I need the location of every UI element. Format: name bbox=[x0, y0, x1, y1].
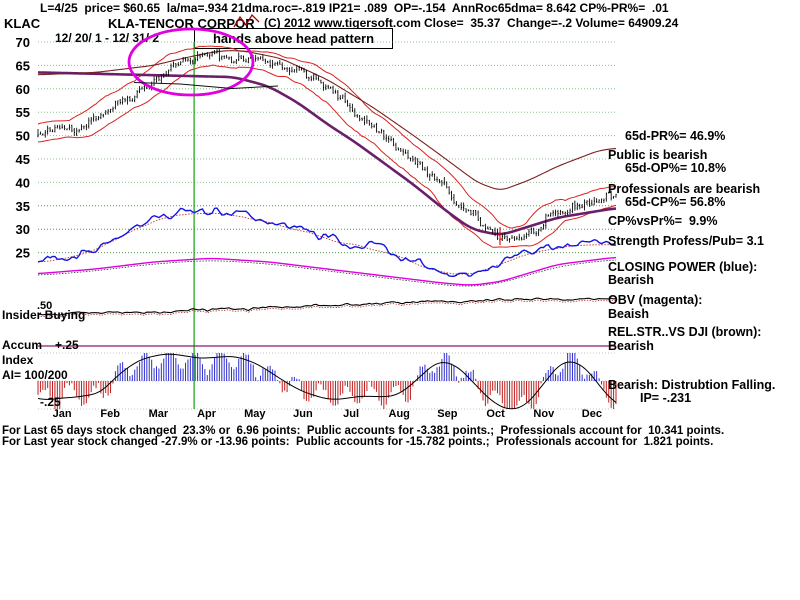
svg-text:60: 60 bbox=[16, 82, 30, 97]
svg-text:Jan: Jan bbox=[53, 408, 72, 420]
svg-text:Aug: Aug bbox=[389, 408, 410, 420]
svg-text:40: 40 bbox=[16, 175, 30, 190]
svg-text:Jul: Jul bbox=[343, 408, 359, 420]
svg-text:Feb: Feb bbox=[100, 408, 120, 420]
svg-text:50: 50 bbox=[16, 129, 30, 144]
svg-text:Nov: Nov bbox=[533, 408, 555, 420]
svg-text:45: 45 bbox=[16, 152, 30, 167]
svg-text:Dec: Dec bbox=[582, 408, 602, 420]
svg-text:Oct: Oct bbox=[486, 408, 505, 420]
svg-text:55: 55 bbox=[16, 105, 30, 120]
svg-text:Apr: Apr bbox=[197, 408, 217, 420]
svg-text:65: 65 bbox=[16, 58, 30, 73]
svg-text:35: 35 bbox=[16, 199, 30, 214]
svg-text:Sep: Sep bbox=[437, 408, 457, 420]
svg-text:Jun: Jun bbox=[293, 408, 313, 420]
svg-text:25: 25 bbox=[16, 246, 30, 261]
svg-text:70: 70 bbox=[16, 35, 30, 50]
svg-text:30: 30 bbox=[16, 222, 30, 237]
svg-text:May: May bbox=[244, 408, 266, 420]
svg-text:Mar: Mar bbox=[149, 408, 169, 420]
